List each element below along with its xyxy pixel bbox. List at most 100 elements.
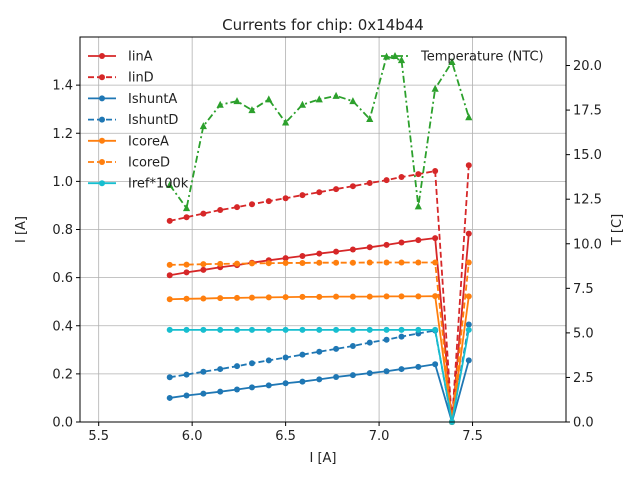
y2-tick-label: 7.5 xyxy=(573,282,594,297)
y-tick-label: 1.0 xyxy=(52,175,73,190)
data-point xyxy=(248,260,255,267)
y2-tick-label: 5.0 xyxy=(573,326,594,341)
data-point xyxy=(234,260,241,267)
series-line xyxy=(169,295,470,423)
data-point xyxy=(282,326,289,333)
data-point xyxy=(415,237,422,244)
data-point xyxy=(217,326,224,333)
data-point xyxy=(166,394,173,401)
data-point xyxy=(333,374,340,381)
data-point xyxy=(415,363,422,370)
legend-item-temperature-ntc: Temperature (NTC) xyxy=(381,50,544,65)
data-point xyxy=(333,259,340,266)
data-point xyxy=(383,177,390,184)
y-tick-label: 0.2 xyxy=(52,367,73,382)
data-point xyxy=(316,259,323,266)
data-point xyxy=(316,189,323,196)
y2-tick-label: 2.5 xyxy=(573,371,594,386)
data-point xyxy=(265,294,272,301)
data-point xyxy=(366,114,374,122)
data-point xyxy=(383,326,390,333)
data-point xyxy=(366,326,373,333)
data-point xyxy=(183,214,190,221)
data-point xyxy=(398,333,405,340)
data-point xyxy=(234,386,241,393)
data-point xyxy=(316,326,323,333)
data-point xyxy=(299,378,306,385)
series-line xyxy=(169,261,470,423)
y2-tick-label: 20.0 xyxy=(573,59,602,74)
data-point xyxy=(333,186,340,193)
data-point xyxy=(282,259,289,266)
data-point xyxy=(349,342,356,349)
data-point xyxy=(349,326,356,333)
data-point xyxy=(183,261,190,268)
data-point xyxy=(282,354,289,361)
data-point xyxy=(265,382,272,389)
data-point xyxy=(315,95,323,103)
y2-tick-label: 15.0 xyxy=(573,148,602,163)
data-point xyxy=(398,326,405,333)
data-point xyxy=(432,259,439,266)
data-point xyxy=(234,204,241,211)
series-temperature-ntc xyxy=(166,52,473,212)
data-point xyxy=(383,241,390,248)
legend-left: IinA IinD IshuntA IshuntD IcoreA IcoreD Iref*1… xyxy=(88,50,189,192)
data-point xyxy=(333,248,340,255)
data-point xyxy=(248,294,255,301)
data-point xyxy=(166,180,174,188)
legend-item-iref-100k: Iref*100k xyxy=(88,177,189,192)
series-line xyxy=(169,328,470,423)
data-point xyxy=(398,293,405,300)
data-point xyxy=(183,371,190,378)
x-tick-label: 7.0 xyxy=(369,429,390,444)
legend-label: IshuntD xyxy=(128,113,178,128)
data-point xyxy=(265,95,273,103)
data-point xyxy=(383,259,390,266)
y-tick-label: 0.6 xyxy=(52,271,73,286)
data-point xyxy=(465,230,472,237)
data-point xyxy=(166,217,173,224)
data-point xyxy=(248,201,255,208)
data-point xyxy=(233,97,241,105)
data-point xyxy=(265,357,272,364)
data-point xyxy=(415,326,422,333)
data-point xyxy=(200,368,207,375)
data-point xyxy=(448,57,456,65)
legend-marker xyxy=(99,180,105,187)
data-point xyxy=(432,326,439,333)
data-point xyxy=(248,384,255,391)
data-point xyxy=(299,192,306,199)
series-line xyxy=(169,324,470,423)
data-point xyxy=(366,339,373,346)
data-point xyxy=(234,363,241,370)
y-axis-label: I [A] xyxy=(14,216,29,243)
data-point xyxy=(183,392,190,399)
data-point xyxy=(216,100,224,108)
data-point xyxy=(465,113,473,121)
x-tick-label: 5.5 xyxy=(88,429,109,444)
data-point xyxy=(432,293,439,300)
data-point xyxy=(265,260,272,267)
data-point xyxy=(299,293,306,300)
data-point xyxy=(182,204,191,212)
data-point xyxy=(332,91,340,99)
data-point xyxy=(366,259,373,266)
data-point xyxy=(465,259,472,266)
y-tick-label: 0.0 xyxy=(52,416,73,431)
data-point xyxy=(299,252,306,259)
legend-label: IinD xyxy=(128,71,154,86)
data-point xyxy=(200,390,207,397)
data-point xyxy=(234,294,241,301)
series-layer xyxy=(166,52,473,426)
data-point xyxy=(248,360,255,367)
data-point xyxy=(200,261,207,268)
series-ishunta xyxy=(166,357,472,426)
y-tick-label: 1.4 xyxy=(52,79,73,94)
y-tick-label: 0.8 xyxy=(52,223,73,238)
data-point xyxy=(349,293,356,300)
data-point xyxy=(398,239,405,246)
data-point xyxy=(349,372,356,379)
data-point xyxy=(234,326,241,333)
x-tick-label: 6.0 xyxy=(182,429,203,444)
